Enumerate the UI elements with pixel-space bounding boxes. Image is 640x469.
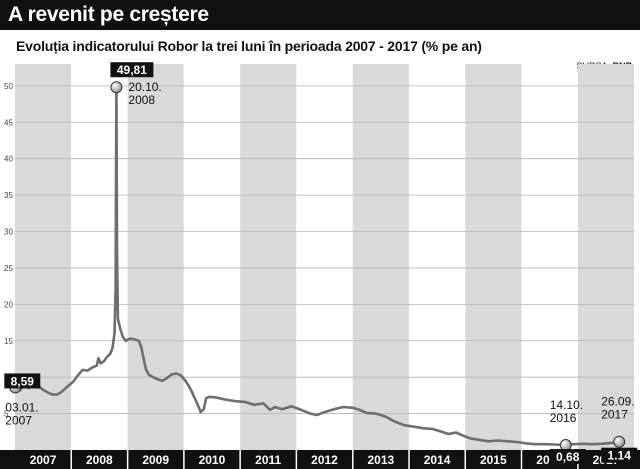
x-tick-label: 2009: [142, 453, 169, 467]
value-box: [601, 447, 638, 463]
y-axis: 5101520253035404550: [4, 82, 13, 419]
point-marker: [559, 439, 572, 452]
point-marker: [613, 435, 626, 448]
annotation: 0,68 14.10.2016: [549, 398, 586, 465]
headline-bar: A revenit pe creștere: [0, 0, 640, 30]
y-tick-label: 20: [4, 300, 13, 309]
y-tick-label: 25: [4, 264, 13, 273]
annotations: 8,5903.01.200749,8120.10.20080,6814.10.2…: [4, 62, 638, 465]
date-label: 20.10.: [128, 80, 161, 94]
x-tick-label: 2013: [367, 453, 394, 467]
x-tick-label: 2015: [480, 453, 507, 467]
headline: A revenit pe creștere: [8, 3, 209, 26]
x-tick-label: 2014: [424, 453, 451, 467]
x-tick-label: 2007: [30, 453, 57, 467]
annotation: 8,59 03.01.2007: [4, 373, 41, 427]
value-label: 0,68: [556, 450, 580, 464]
date-label: 03.01.: [5, 400, 38, 414]
x-axis: 2007 2008 2009 2010 2011 2012 2013 2014 2015 2016…: [0, 450, 640, 469]
year-band: [127, 64, 184, 450]
x-axis-bar: [0, 450, 640, 469]
year-bands: [15, 64, 634, 450]
date-label: 2008: [128, 93, 155, 107]
value-box: [4, 373, 41, 389]
annotation: 49,81 20.10.2008: [110, 62, 162, 107]
y-tick-label: 40: [4, 155, 13, 164]
date-label: 26.09.: [601, 395, 634, 409]
y-tick-label: 45: [4, 118, 13, 127]
year-band: [240, 64, 297, 450]
year-band: [577, 64, 634, 450]
series-line: [14, 85, 620, 447]
point-marker: [110, 81, 123, 94]
series-layer: [14, 85, 620, 447]
y-tick-label: 15: [4, 337, 13, 346]
year-band: [352, 64, 409, 450]
annotation: 1.14 26.09.2017: [601, 395, 638, 463]
y-tick-label: 30: [4, 228, 13, 237]
date-label: 2017: [601, 408, 628, 422]
value-box: [110, 62, 154, 78]
value-label: 1.14: [608, 449, 632, 463]
chart-subtitle: Evoluția indicatorului Robor la trei lun…: [16, 38, 482, 54]
y-tick-label: 5: [4, 410, 9, 419]
value-label: 8,59: [11, 374, 35, 388]
x-tick-label: 2008: [86, 453, 113, 467]
date-label: 2016: [550, 411, 577, 425]
date-label: 2007: [5, 413, 32, 427]
value-label: 49,81: [117, 63, 147, 77]
y-tick-label: 35: [4, 191, 13, 200]
x-tick-label: 2012: [311, 453, 338, 467]
x-tick-label: 2011: [255, 453, 281, 467]
value-box: [549, 449, 586, 465]
gridlines: [15, 85, 634, 414]
y-tick-label: 50: [4, 82, 13, 91]
x-tick-label: 2010: [199, 453, 226, 467]
year-band: [465, 64, 522, 450]
date-label: 14.10.: [550, 398, 583, 412]
